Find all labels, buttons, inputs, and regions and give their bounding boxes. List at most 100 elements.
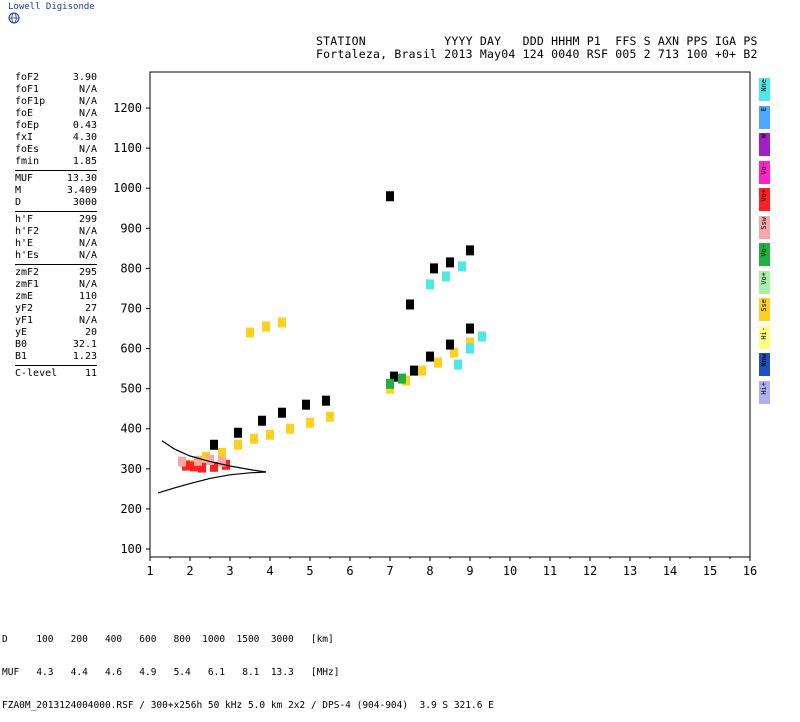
legend-label: Nne bbox=[760, 79, 768, 92]
x-tick-label: 4 bbox=[266, 564, 273, 578]
data-point bbox=[278, 317, 286, 328]
x-tick-label: 16 bbox=[743, 564, 757, 578]
param-row: foE N/A bbox=[15, 108, 97, 120]
param-name: B1 bbox=[15, 351, 28, 362]
data-point bbox=[266, 429, 274, 440]
x-tick-label: 11 bbox=[543, 564, 557, 578]
legend-label: Nnw bbox=[760, 354, 768, 367]
legend-swatch: W bbox=[759, 133, 770, 156]
param-row: foEp 0.43 bbox=[15, 120, 97, 132]
param-row: yE 20 bbox=[15, 327, 97, 339]
data-point bbox=[262, 321, 270, 332]
data-point bbox=[466, 323, 474, 334]
y-tick-label: 400 bbox=[120, 422, 142, 436]
param-row: B0 32.1 bbox=[15, 339, 97, 351]
param-row: fmin 1.85 bbox=[15, 156, 97, 168]
param-value: 0.43 bbox=[72, 120, 97, 131]
y-tick-label: 100 bbox=[120, 542, 142, 556]
legend-label: Vo- bbox=[760, 244, 768, 257]
x-tick-label: 6 bbox=[346, 564, 353, 578]
data-point bbox=[398, 373, 406, 384]
data-point bbox=[206, 455, 214, 465]
x-tick-label: 12 bbox=[583, 564, 597, 578]
footer-muf-row: MUF 4.3 4.4 4.6 4.9 5.4 6.1 8.1 13.3 [MH… bbox=[2, 667, 340, 678]
param-name: foEp bbox=[15, 120, 40, 131]
data-point bbox=[306, 417, 314, 428]
param-value: 27 bbox=[84, 303, 97, 314]
data-point bbox=[218, 456, 226, 467]
legend-label: Ssw bbox=[760, 216, 768, 230]
param-name: fmin bbox=[15, 156, 40, 167]
y-tick-label: 1000 bbox=[113, 181, 142, 195]
legend-label: Hi- bbox=[760, 326, 768, 340]
x-tick-label: 2 bbox=[186, 564, 193, 578]
y-tick-label: 600 bbox=[120, 342, 142, 356]
data-point bbox=[430, 263, 438, 274]
y-tick-label: 1200 bbox=[113, 101, 142, 115]
data-point bbox=[426, 279, 434, 290]
param-separator bbox=[15, 365, 97, 366]
param-name: foF1 bbox=[15, 84, 40, 95]
data-point bbox=[286, 423, 294, 434]
legend-label: W bbox=[760, 134, 768, 139]
param-row: h'F2 N/A bbox=[15, 226, 97, 238]
ionogram-parameters: foF2 3.90 foF1 N/A foF1p N/A foE N/A foEp 0.43 fxI… bbox=[15, 72, 97, 380]
param-value: N/A bbox=[78, 250, 97, 261]
globe-icon bbox=[8, 12, 20, 24]
x-tick-label: 15 bbox=[703, 564, 717, 578]
footer-file-info: FZA0M_2013124004000.RSF / 300+x256h 50 k… bbox=[2, 700, 494, 711]
param-row: fxI 4.30 bbox=[15, 132, 97, 144]
param-name: h'F2 bbox=[15, 226, 40, 237]
param-row: foF1 N/A bbox=[15, 84, 97, 96]
data-point bbox=[458, 261, 466, 272]
param-name: yF1 bbox=[15, 315, 34, 326]
param-value: 3.409 bbox=[66, 185, 97, 196]
legend-swatch: Sse bbox=[759, 298, 770, 321]
x-tick-label: 7 bbox=[386, 564, 393, 578]
param-row: h'F 299 bbox=[15, 214, 97, 226]
param-row: yF2 27 bbox=[15, 303, 97, 315]
legend-label: Vo+ bbox=[760, 271, 768, 285]
legend-swatch: Hi+ bbox=[759, 380, 770, 404]
data-point bbox=[190, 461, 198, 472]
param-value: 11 bbox=[84, 368, 97, 379]
param-row: D 3000 bbox=[15, 197, 97, 209]
param-row: M 3.409 bbox=[15, 185, 97, 197]
param-value: N/A bbox=[78, 96, 97, 107]
param-value: 299 bbox=[78, 214, 97, 225]
param-name: foEs bbox=[15, 144, 40, 155]
footer-info: D 100 200 400 600 800 1000 1500 3000 [km… bbox=[2, 612, 494, 722]
legend-swatch: Ssw bbox=[759, 215, 770, 239]
param-row: MUF 13.30 bbox=[15, 173, 97, 185]
data-point bbox=[386, 378, 394, 389]
param-value: N/A bbox=[78, 84, 97, 95]
param-name: foE bbox=[15, 108, 34, 119]
x-tick-label: 9 bbox=[466, 564, 473, 578]
y-tick-label: 700 bbox=[120, 301, 142, 315]
param-name: M bbox=[15, 185, 22, 196]
param-name: fxI bbox=[15, 132, 34, 143]
data-point bbox=[450, 347, 458, 358]
data-point bbox=[322, 395, 330, 406]
data-point bbox=[250, 433, 258, 444]
model-trace-lower bbox=[157, 471, 267, 494]
param-value: N/A bbox=[78, 144, 97, 155]
data-point bbox=[442, 271, 450, 282]
y-tick-label: 300 bbox=[120, 462, 142, 476]
data-point bbox=[198, 462, 206, 473]
data-point bbox=[194, 455, 202, 466]
data-point bbox=[478, 331, 486, 342]
param-separator bbox=[15, 264, 97, 265]
data-point bbox=[466, 343, 474, 354]
header-columns: STATION YYYY DAY DDD HHHM P1 FFS S AXN P… bbox=[316, 34, 758, 48]
param-name: C-level bbox=[15, 368, 58, 379]
data-point bbox=[434, 357, 442, 368]
param-value: N/A bbox=[78, 108, 97, 119]
data-point bbox=[234, 427, 242, 438]
y-tick-label: 1100 bbox=[113, 141, 142, 155]
data-point bbox=[278, 407, 286, 418]
param-row: foF2 3.90 bbox=[15, 72, 97, 84]
param-name: h'Es bbox=[15, 250, 40, 261]
legend-swatch: Vo- bbox=[759, 160, 770, 184]
data-point bbox=[258, 415, 266, 426]
